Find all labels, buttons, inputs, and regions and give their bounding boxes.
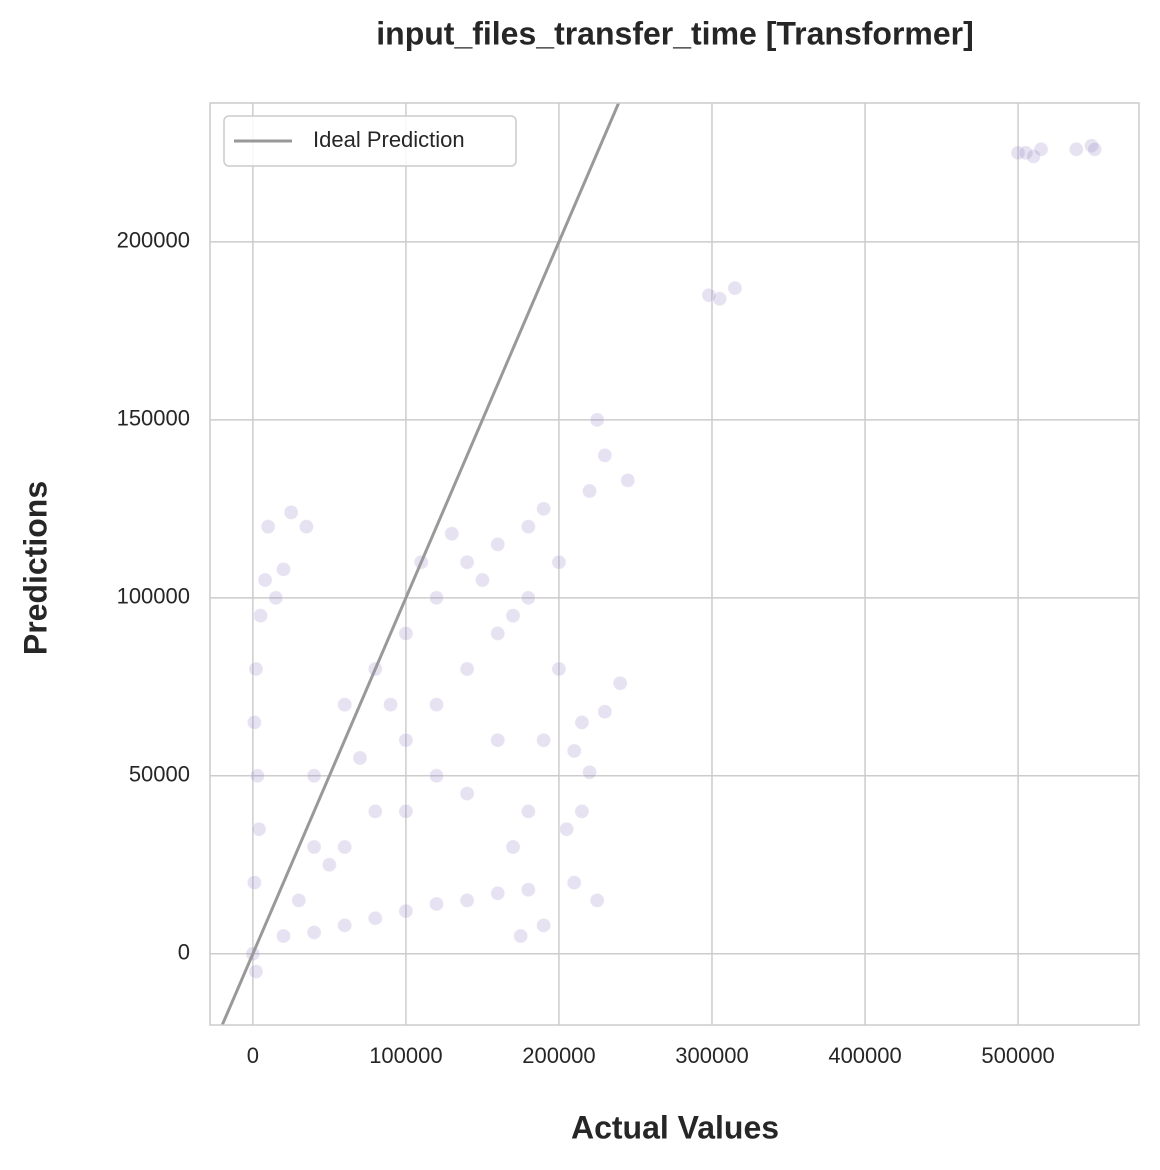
scatter-point <box>459 661 475 677</box>
scatter-point <box>589 412 605 428</box>
scatter-point <box>582 764 598 780</box>
scatter-point <box>490 625 506 641</box>
scatter-point <box>490 536 506 552</box>
scatter-point <box>246 714 262 730</box>
scatter-point <box>291 892 307 908</box>
x-tick-label: 0 <box>247 1043 259 1068</box>
x-tick-label: 100000 <box>369 1043 442 1068</box>
scatter-point <box>513 928 529 944</box>
x-tick-label: 500000 <box>981 1043 1054 1068</box>
scatter-point <box>1084 138 1100 154</box>
scatter-point <box>520 882 536 898</box>
scatter-point <box>251 821 267 837</box>
y-tick-label: 0 <box>178 940 190 965</box>
legend-box <box>223 115 517 167</box>
scatter-point <box>352 750 368 766</box>
scatter-point <box>574 714 590 730</box>
scatter-point <box>429 896 445 912</box>
y-tick-label: 200000 <box>117 228 190 253</box>
y-tick-label: 50000 <box>129 762 190 787</box>
scatter-point <box>444 526 460 542</box>
scatter-point <box>337 917 353 933</box>
scatter-point <box>520 590 536 606</box>
scatter-point <box>536 501 552 517</box>
legend-label: Ideal Prediction <box>313 127 465 152</box>
scatter-point <box>337 839 353 855</box>
scatter-point <box>589 892 605 908</box>
scatter-point <box>536 917 552 933</box>
y-axis-label: Predictions <box>17 481 53 655</box>
scatter-point <box>551 661 567 677</box>
scatter-point <box>520 803 536 819</box>
scatter-point <box>459 892 475 908</box>
scatter-point <box>490 885 506 901</box>
scatter-point <box>1025 148 1041 164</box>
scatter-point <box>260 519 276 535</box>
scatter-point <box>712 291 728 307</box>
scatter-point <box>249 768 265 784</box>
scatter-point <box>559 821 575 837</box>
scatter-point <box>306 924 322 940</box>
scatter-point <box>505 839 521 855</box>
scatter-point <box>367 803 383 819</box>
scatter-point <box>1010 145 1026 161</box>
scatter-point <box>701 287 717 303</box>
scatter-point <box>459 786 475 802</box>
scatter-point <box>1018 145 1034 161</box>
scatter-point <box>283 504 299 520</box>
ideal-line <box>220 103 621 1025</box>
scatter-point <box>459 554 475 570</box>
scatter-point <box>566 743 582 759</box>
scatter-point <box>612 675 628 691</box>
scatter-point <box>337 697 353 713</box>
scatter-point <box>398 732 414 748</box>
chart-title: input_files_transfer_time [Transformer] <box>376 15 974 51</box>
scatter-point <box>298 519 314 535</box>
scatter-point <box>321 857 337 873</box>
scatter-point <box>1033 141 1049 157</box>
scatter-point <box>536 732 552 748</box>
scatter-point <box>253 608 269 624</box>
scatter-point <box>566 875 582 891</box>
scatter-point <box>429 697 445 713</box>
scatter-point <box>398 903 414 919</box>
scatter-point <box>429 590 445 606</box>
scatter-point <box>429 768 445 784</box>
scatter-point <box>306 768 322 784</box>
scatter-point <box>727 280 743 296</box>
scatter-point <box>574 803 590 819</box>
scatter-point <box>520 519 536 535</box>
scatter-point <box>620 472 636 488</box>
scatter-point <box>383 697 399 713</box>
scatter-point <box>367 910 383 926</box>
y-tick-label: 150000 <box>117 406 190 431</box>
scatter-point <box>246 875 262 891</box>
scatter-point <box>582 483 598 499</box>
scatter-point <box>474 572 490 588</box>
scatter-point <box>306 839 322 855</box>
x-axis-label: Actual Values <box>571 1109 779 1145</box>
scatter-point <box>275 928 291 944</box>
scatter-point <box>1087 141 1103 157</box>
scatter-point <box>551 554 567 570</box>
scatter-point <box>275 561 291 577</box>
scatter-point <box>505 608 521 624</box>
scatter-point <box>597 704 613 720</box>
x-tick-label: 400000 <box>828 1043 901 1068</box>
x-tick-label: 200000 <box>522 1043 595 1068</box>
scatter-point <box>398 625 414 641</box>
x-tick-label: 300000 <box>675 1043 748 1068</box>
scatter-point <box>1068 141 1084 157</box>
scatter-point <box>257 572 273 588</box>
plot-frame <box>209 102 1140 1026</box>
scatter-point <box>490 732 506 748</box>
scatter-point <box>398 803 414 819</box>
scatter-point <box>248 661 264 677</box>
scatter-point <box>597 447 613 463</box>
y-tick-label: 100000 <box>117 584 190 609</box>
scatter-point <box>248 964 264 980</box>
scatter-point <box>268 590 284 606</box>
